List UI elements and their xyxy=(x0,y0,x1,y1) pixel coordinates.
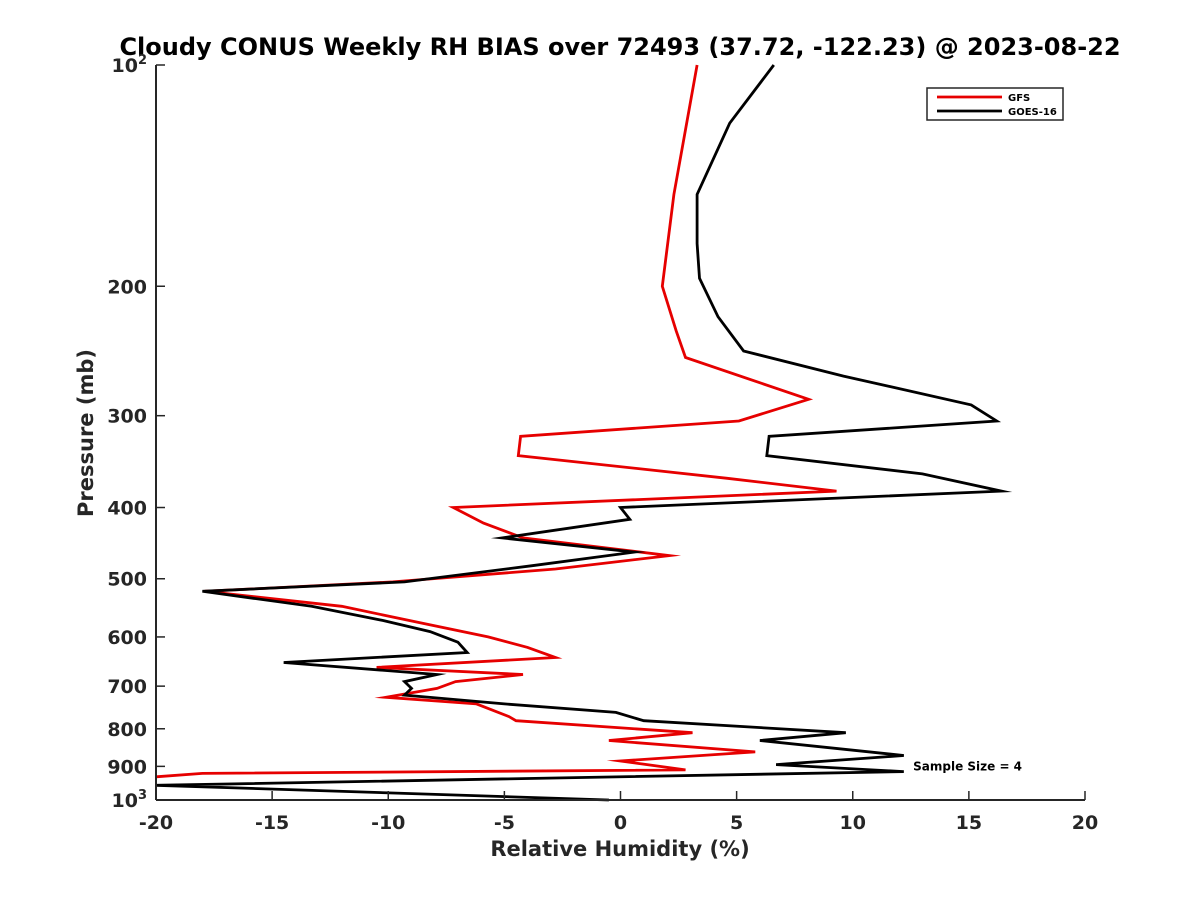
series-line-goes-16 xyxy=(155,64,1013,802)
y-tick-label: 500 xyxy=(107,569,147,591)
x-tick-label: 10 xyxy=(840,812,866,834)
x-tick-label: -20 xyxy=(139,812,173,834)
x-ticks: -20 -15 -10 -5 0 5 10 15 20 xyxy=(139,791,1098,834)
sample-size-annotation: Sample Size = 4 xyxy=(913,759,1022,773)
y-tick-label: 102 xyxy=(112,53,148,77)
legend-box xyxy=(926,87,1064,121)
y-tick-label: 103 xyxy=(112,788,148,812)
x-tick-label: 20 xyxy=(1072,812,1098,834)
series-line-gfs xyxy=(155,64,837,779)
y-tick-label: 700 xyxy=(107,676,147,698)
y-tick-label: 300 xyxy=(107,406,147,428)
x-tick-label: 15 xyxy=(956,812,982,834)
y-tick-label: 900 xyxy=(107,756,147,778)
x-tick-label: -10 xyxy=(371,812,405,834)
y-ticks: 102 200 300 400 500 600 700 800 900 103 xyxy=(107,53,165,812)
x-tick-label: -5 xyxy=(494,812,515,834)
legend-label: GFS xyxy=(1008,93,1030,104)
y-tick-label: 200 xyxy=(107,276,147,298)
x-tick-label: -15 xyxy=(255,812,289,834)
y-tick-label: 600 xyxy=(107,627,147,649)
x-tick-label: 5 xyxy=(730,812,743,834)
y-axis-label: Pressure (mb) xyxy=(74,349,98,517)
y-tick-label: 400 xyxy=(107,498,147,520)
y-tick-label: 800 xyxy=(107,719,147,741)
x-tick-label: 0 xyxy=(614,812,627,834)
chart-title: Cloudy CONUS Weekly RH BIAS over 72493 (… xyxy=(119,33,1120,61)
legend: GFS GOES-16 xyxy=(926,87,1064,121)
x-axis-label: Relative Humidity (%) xyxy=(490,837,749,861)
legend-label: GOES-16 xyxy=(1008,107,1057,118)
series-lines xyxy=(155,64,1013,802)
